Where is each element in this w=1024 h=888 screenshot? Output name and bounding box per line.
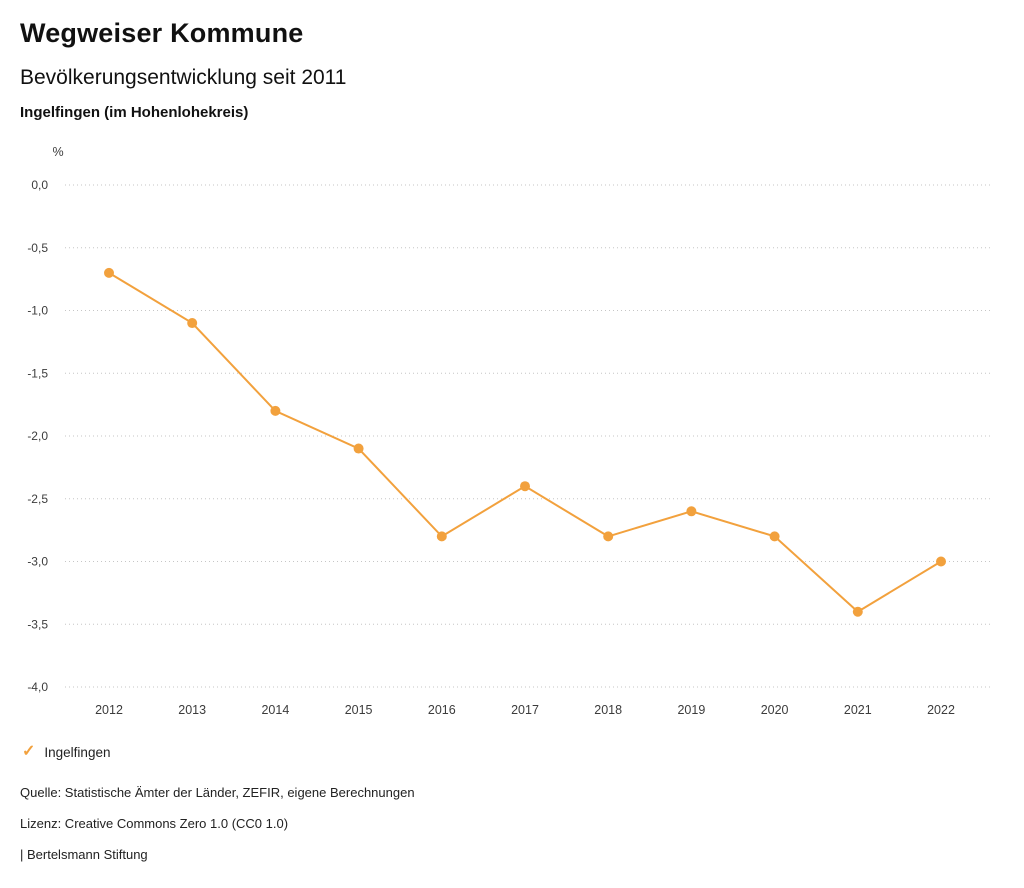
- chart-canvas[interactable]: % 0,0 -0,5 -1,0 -1,5 -2,0 -2,5 -3,0 -3,5 -4,0 2012…: [0, 140, 1024, 740]
- line-chart[interactable]: % 0,0 -0,5 -1,0 -1,5 -2,0 -2,5 -3,0 -3,5 -4,0 2012…: [0, 140, 1024, 740]
- svg-text:-3,0: -3,0: [27, 555, 48, 569]
- svg-text:-4,0: -4,0: [27, 680, 48, 694]
- svg-text:-2,5: -2,5: [27, 492, 48, 506]
- svg-text:2019: 2019: [677, 703, 705, 717]
- svg-text:2021: 2021: [844, 703, 872, 717]
- svg-text:2014: 2014: [261, 703, 289, 717]
- svg-text:2022: 2022: [927, 703, 955, 717]
- svg-text:-0,5: -0,5: [27, 241, 48, 255]
- check-icon: ✓: [22, 743, 36, 760]
- svg-text:2018: 2018: [594, 703, 622, 717]
- svg-text:0,0: 0,0: [31, 178, 48, 192]
- svg-text:2017: 2017: [511, 703, 539, 717]
- svg-text:2013: 2013: [178, 703, 206, 717]
- svg-text:2012: 2012: [95, 703, 123, 717]
- legend-label: Ingelfingen: [44, 744, 111, 760]
- legend-item-ingelfingen[interactable]: ✓ Ingelfingen: [22, 744, 110, 760]
- svg-text:-1,0: -1,0: [27, 304, 48, 318]
- page-title: Wegweiser Kommune: [20, 18, 304, 48]
- license-text: Lizenz: Creative Commons Zero 1.0 (CC0 1…: [20, 816, 289, 831]
- svg-text:-1,5: -1,5: [27, 366, 48, 380]
- svg-text:-3,5: -3,5: [27, 617, 48, 631]
- chart-subtitle: Bevölkerungsentwicklung seit 2011: [20, 66, 347, 89]
- region-label: Ingelfingen (im Hohenlohekreis): [20, 104, 249, 121]
- svg-text:-2,0: -2,0: [27, 429, 48, 443]
- svg-text:2016: 2016: [428, 703, 456, 717]
- svg-text:%: %: [52, 145, 63, 159]
- svg-text:2015: 2015: [345, 703, 373, 717]
- source-text: Quelle: Statistische Ämter der Länder, Z…: [20, 785, 415, 800]
- attribution-text: | Bertelsmann Stiftung: [20, 847, 148, 862]
- svg-text:2020: 2020: [761, 703, 789, 717]
